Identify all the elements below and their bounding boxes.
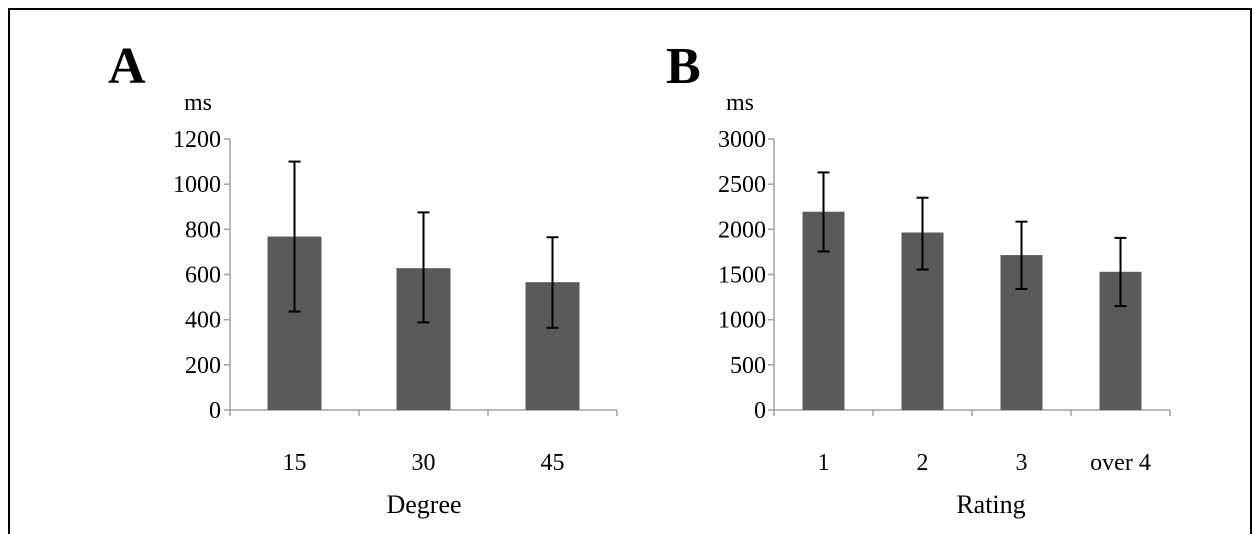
panel-a-y-tick-label: 800	[185, 217, 221, 243]
panel-a-error-bar	[417, 211, 430, 324]
panel-b-chart: 0 500 1000 1500 2000 2500 3000 1 2 3 over 4	[718, 127, 1171, 476]
panel-a-unit-label: ms	[184, 90, 212, 116]
panel-b-category-label: over 4	[1090, 450, 1151, 476]
panel-b-category-label: 1	[818, 450, 830, 476]
panel-b-error-bar	[1015, 220, 1028, 290]
panel-b-error-bar	[817, 171, 830, 253]
panel-a-category-label: 15	[283, 450, 307, 476]
panel-b-unit-label: ms	[726, 90, 754, 116]
panel-b-y-tick-label: 3000	[718, 127, 766, 153]
panel-b-letter: B	[666, 38, 701, 95]
panel-b-category-label: 2	[917, 450, 929, 476]
panel-a-category-label: 45	[541, 450, 565, 476]
panel-b-error-bar	[1114, 236, 1127, 308]
panel-a-error-bar	[546, 236, 559, 329]
panel-a-y-tick-label: 1000	[173, 172, 221, 198]
panel-a-category-label: 30	[412, 450, 436, 476]
panel-a-letter: A	[108, 38, 146, 95]
panel-b-error-bar	[916, 196, 929, 271]
panel-a-error-bar	[288, 160, 301, 313]
figure-frame	[8, 8, 1252, 534]
panel-b-x-axis-title: Rating	[956, 490, 1025, 519]
panel-b-y-tick-label: 2500	[718, 172, 766, 198]
panel-a-y-tick-label: 0	[209, 398, 221, 424]
panel-a-y-tick-label: 600	[185, 263, 221, 289]
panel-a-chart: 0 200 400 600 800 1000 1200 15 30 45	[173, 127, 618, 476]
panel-a-y-tick-label: 400	[185, 308, 221, 334]
panel-b-y-tick-label: 2000	[718, 217, 766, 243]
panel-a-y-tick-label: 200	[185, 353, 221, 379]
panel-b-y-tick-label: 1500	[718, 263, 766, 289]
panel-b-category-label: 3	[1016, 450, 1028, 476]
panel-a-y-tick-label: 1200	[173, 127, 221, 153]
panel-a-x-axis-title: Degree	[386, 490, 461, 519]
panel-b-y-tick-label: 0	[754, 398, 766, 424]
panel-b-y-tick-label: 1000	[718, 308, 766, 334]
panel-b-y-tick-label: 500	[730, 353, 766, 379]
